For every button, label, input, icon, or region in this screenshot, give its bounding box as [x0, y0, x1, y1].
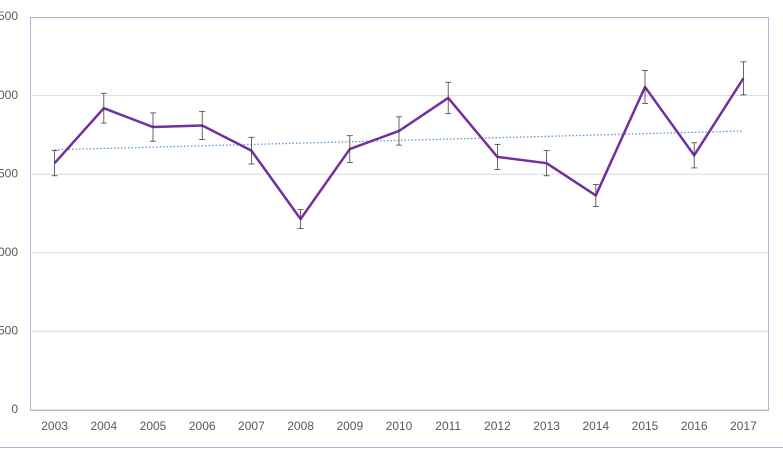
y-tick-label: 500: [0, 324, 18, 338]
y-tick-label: 1000: [0, 245, 18, 259]
x-tick-label: 2003: [41, 419, 68, 433]
data-line: [53, 77, 745, 221]
x-tick-label: 2014: [582, 419, 609, 433]
x-tick-label: 2011: [435, 419, 461, 433]
y-tick-label: 2000: [0, 88, 18, 102]
plot-frame: [30, 17, 769, 411]
x-tick-label: 2007: [238, 419, 265, 433]
x-tick-label: 2005: [140, 419, 167, 433]
x-tick-label: 2004: [90, 419, 117, 433]
x-tick-label: 2012: [484, 419, 511, 433]
x-tick-label: 2015: [632, 419, 659, 433]
y-tick-label: 2500: [0, 9, 18, 23]
x-tick-label: 2009: [336, 419, 363, 433]
x-tick-label: 2016: [681, 419, 708, 433]
trendline: [54, 130, 744, 151]
x-tick-label: 2006: [189, 419, 216, 433]
y-tick-label: 0: [11, 402, 18, 416]
y-tick-label: 1500: [0, 166, 18, 180]
x-tick-label: 2017: [730, 419, 757, 433]
x-tick-label: 2010: [386, 419, 413, 433]
x-tick-label: 2008: [287, 419, 314, 433]
x-tick-label: 2013: [533, 419, 560, 433]
